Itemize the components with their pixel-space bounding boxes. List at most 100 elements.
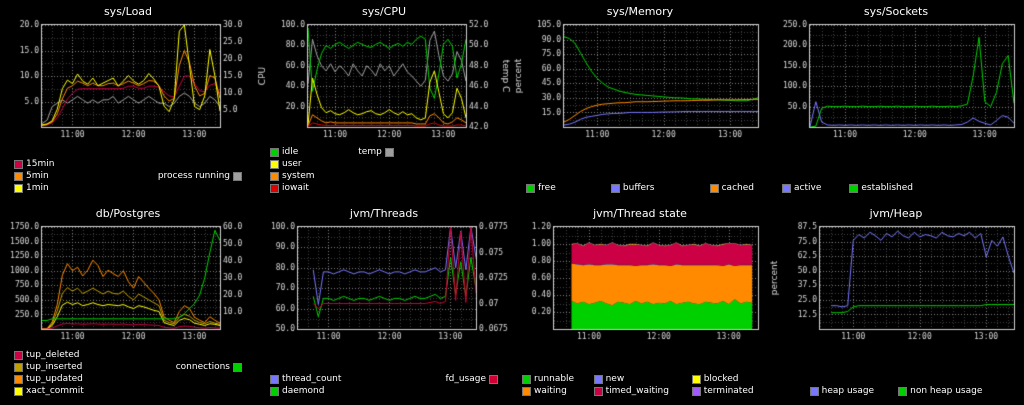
chart-legend-sys-memory: free buffers cached	[512, 183, 768, 193]
legend-swatch	[489, 374, 498, 384]
chart-legend-sys-sockets: active established	[768, 183, 1024, 193]
legend-item-idle: idle	[270, 147, 298, 157]
legend-label: tup_inserted	[26, 362, 83, 372]
chart-plot-sys-memory	[512, 19, 768, 143]
legend-swatch	[691, 386, 701, 396]
chart-plot-sys-cpu	[256, 19, 512, 143]
legend-label: connections	[175, 362, 230, 372]
chart-title-sys-load: sys/Load	[103, 5, 153, 18]
legend-item-waiting: waiting	[522, 386, 592, 396]
legend-row: free buffers cached	[526, 183, 754, 193]
legend-item-thread-count: thread_count	[270, 374, 341, 384]
legend-row: daemond	[270, 386, 498, 396]
legend-swatch	[593, 374, 603, 384]
legend-item-5min: 5min	[14, 171, 49, 181]
chart-title-jvm-threads: jvm/Threads	[349, 207, 419, 220]
chart-panel-jvm-heap: jvm/Heap heap usage non heap usage	[768, 202, 1024, 405]
legend-row: tup_inserted connections	[14, 362, 242, 372]
legend-swatch	[14, 183, 23, 193]
legend-swatch	[782, 183, 791, 193]
legend-row: idle temp	[270, 147, 498, 157]
legend-label: new	[605, 374, 625, 384]
legend-row: 15min	[14, 159, 242, 169]
chart-plot-sys-load	[0, 19, 256, 143]
legend-item-tup-updated: tup_updated	[14, 374, 83, 384]
legend-label: tup_updated	[26, 374, 83, 384]
chart-plot-sys-sockets	[768, 19, 1024, 143]
legend-item-timed-waiting: timed_waiting	[593, 386, 690, 396]
legend-label: cached	[721, 183, 754, 193]
legend-label: daemond	[282, 386, 325, 396]
legend-label: fd_usage	[445, 374, 486, 384]
legend-row: 5min process running	[14, 171, 242, 181]
legend-row: active established	[782, 183, 1010, 193]
legend-swatch	[14, 386, 23, 396]
legend-swatch	[14, 159, 23, 169]
legend-label: thread_count	[282, 374, 342, 384]
legend-swatch	[898, 386, 908, 396]
legend-swatch	[14, 350, 23, 360]
legend-item-process-running: process running	[158, 171, 242, 181]
legend-item-user: user	[270, 159, 302, 169]
legend-item-blocked: blocked	[691, 374, 758, 384]
legend-row: thread_count fd_usage	[270, 374, 498, 384]
legend-swatch	[270, 159, 279, 169]
legend-item-buffers: buffers	[610, 183, 654, 193]
legend-swatch	[709, 183, 719, 193]
legend-item-daemond: daemond	[270, 386, 324, 396]
legend-label: 5min	[26, 171, 49, 181]
legend-item-terminated: terminated	[691, 386, 758, 396]
legend-item-temp: temp	[358, 147, 394, 157]
legend-swatch	[691, 374, 701, 384]
legend-swatch	[233, 362, 242, 372]
chart-panel-sys-cpu: sys/CPU idle temp user system iowait	[256, 0, 512, 202]
legend-swatch	[522, 386, 531, 396]
chart-title-sys-cpu: sys/CPU	[361, 5, 407, 18]
legend-swatch	[526, 183, 535, 193]
legend-item-15min: 15min	[14, 159, 54, 169]
legend-label: iowait	[282, 183, 309, 193]
chart-plot-jvm-heap	[768, 221, 1024, 345]
chart-legend-sys-cpu: idle temp user system iowait	[256, 147, 512, 193]
chart-panel-db-postgres: db/Postgres tup_deleted tup_inserted conne…	[0, 202, 256, 405]
legend-label: 15min	[26, 159, 55, 169]
legend-swatch	[270, 374, 279, 384]
legend-swatch	[809, 386, 819, 396]
legend-item-system: system	[270, 171, 315, 181]
chart-plot-jvm-thread-state	[512, 221, 768, 345]
legend-swatch	[14, 362, 23, 372]
chart-title-db-postgres: db/Postgres	[95, 207, 161, 220]
chart-legend-jvm-heap: heap usage non heap usage	[768, 386, 1024, 396]
legend-swatch	[270, 147, 279, 157]
legend-swatch	[593, 386, 603, 396]
legend-item-fd-usage: fd_usage	[445, 374, 498, 384]
legend-label: timed_waiting	[605, 386, 669, 396]
legend-swatch	[270, 171, 279, 181]
legend-label: xact_commit	[26, 386, 84, 396]
legend-item-active: active	[782, 183, 821, 193]
legend-swatch	[233, 171, 242, 181]
legend-row: tup_deleted	[14, 350, 242, 360]
chart-panel-sys-sockets: sys/Sockets active established	[768, 0, 1024, 202]
chart-plot-db-postgres	[0, 221, 256, 345]
legend-label: tup_deleted	[26, 350, 80, 360]
legend-label: system	[282, 171, 315, 181]
legend-label: active	[794, 183, 822, 193]
legend-item-heap-usage: heap usage	[809, 386, 874, 396]
chart-title-sys-memory: sys/Memory	[606, 5, 674, 18]
legend-row: tup_updated	[14, 374, 242, 384]
legend-label: blocked	[703, 374, 739, 384]
legend-item-new: new	[593, 374, 690, 384]
legend-label: process running	[157, 171, 230, 181]
chart-title-jvm-heap: jvm/Heap	[869, 207, 923, 220]
legend-item-tup-deleted: tup_deleted	[14, 350, 80, 360]
chart-panel-sys-load: sys/Load 15min 5min process running 1min	[0, 0, 256, 202]
legend-item-connections: connections	[176, 362, 242, 372]
chart-legend-sys-load: 15min 5min process running 1min	[0, 159, 256, 193]
legend-label: terminated	[703, 386, 754, 396]
legend-swatch	[270, 386, 279, 396]
legend-label: waiting	[534, 386, 567, 396]
legend-item-free: free	[526, 183, 556, 193]
